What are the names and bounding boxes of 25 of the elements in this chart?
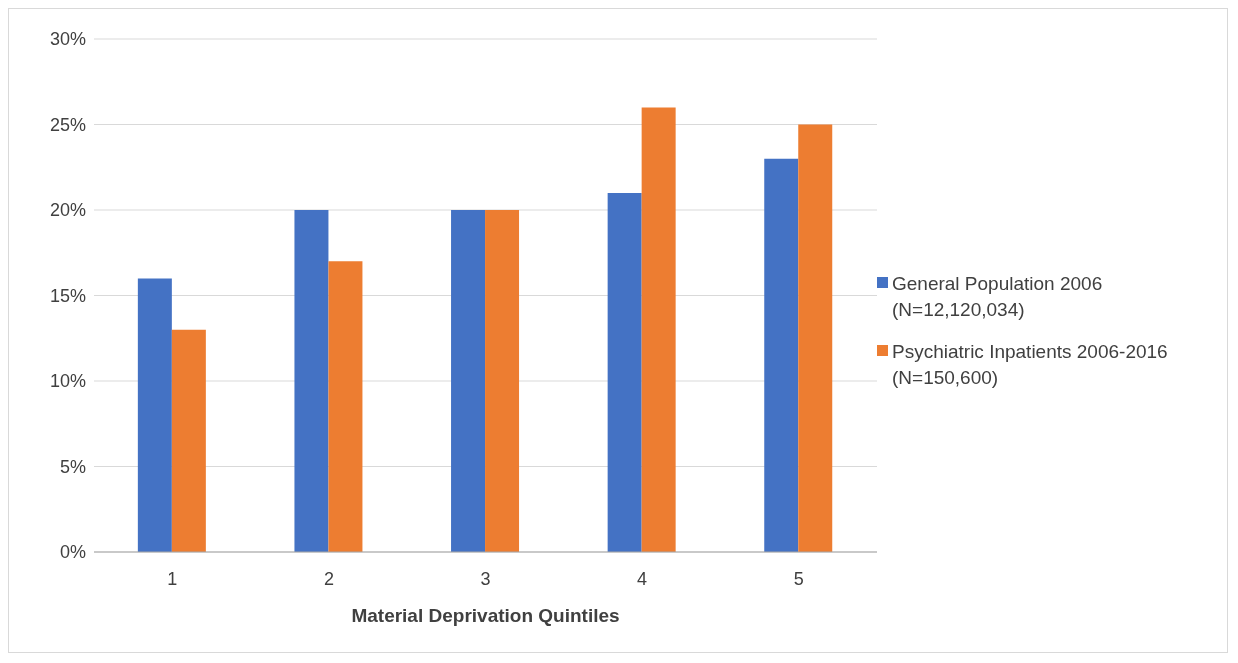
y-tick-label: 15% [49, 285, 86, 306]
y-tick-label: 0% [59, 542, 86, 563]
y-tick-label: 25% [49, 114, 86, 135]
bar [607, 192, 642, 552]
y-tick-label: 10% [49, 371, 86, 392]
x-tick-label: 2 [323, 568, 334, 589]
x-tick-label: 5 [793, 568, 804, 589]
x-tick-label: 1 [167, 568, 178, 589]
y-tick-label: 30% [49, 29, 86, 50]
bar [294, 210, 329, 552]
bar [171, 329, 206, 552]
legend-label: General Population 2006 (N=12,120,034) [892, 271, 1104, 322]
bar [137, 278, 172, 552]
bar [328, 261, 363, 552]
legend-label: Psychiatric Inpatients 2006-2016 (N=150,600) [892, 339, 1169, 390]
y-tick-label: 20% [49, 200, 86, 221]
bar [485, 210, 520, 552]
x-tick-label: 4 [637, 568, 648, 589]
x-tick-label: 3 [480, 568, 491, 589]
x-axis-title: Material Deprivation Quintiles [351, 605, 620, 626]
bar [798, 124, 833, 552]
y-tick-label: 5% [59, 456, 86, 477]
bar [451, 210, 486, 552]
bar [641, 107, 676, 552]
bar [764, 158, 799, 552]
